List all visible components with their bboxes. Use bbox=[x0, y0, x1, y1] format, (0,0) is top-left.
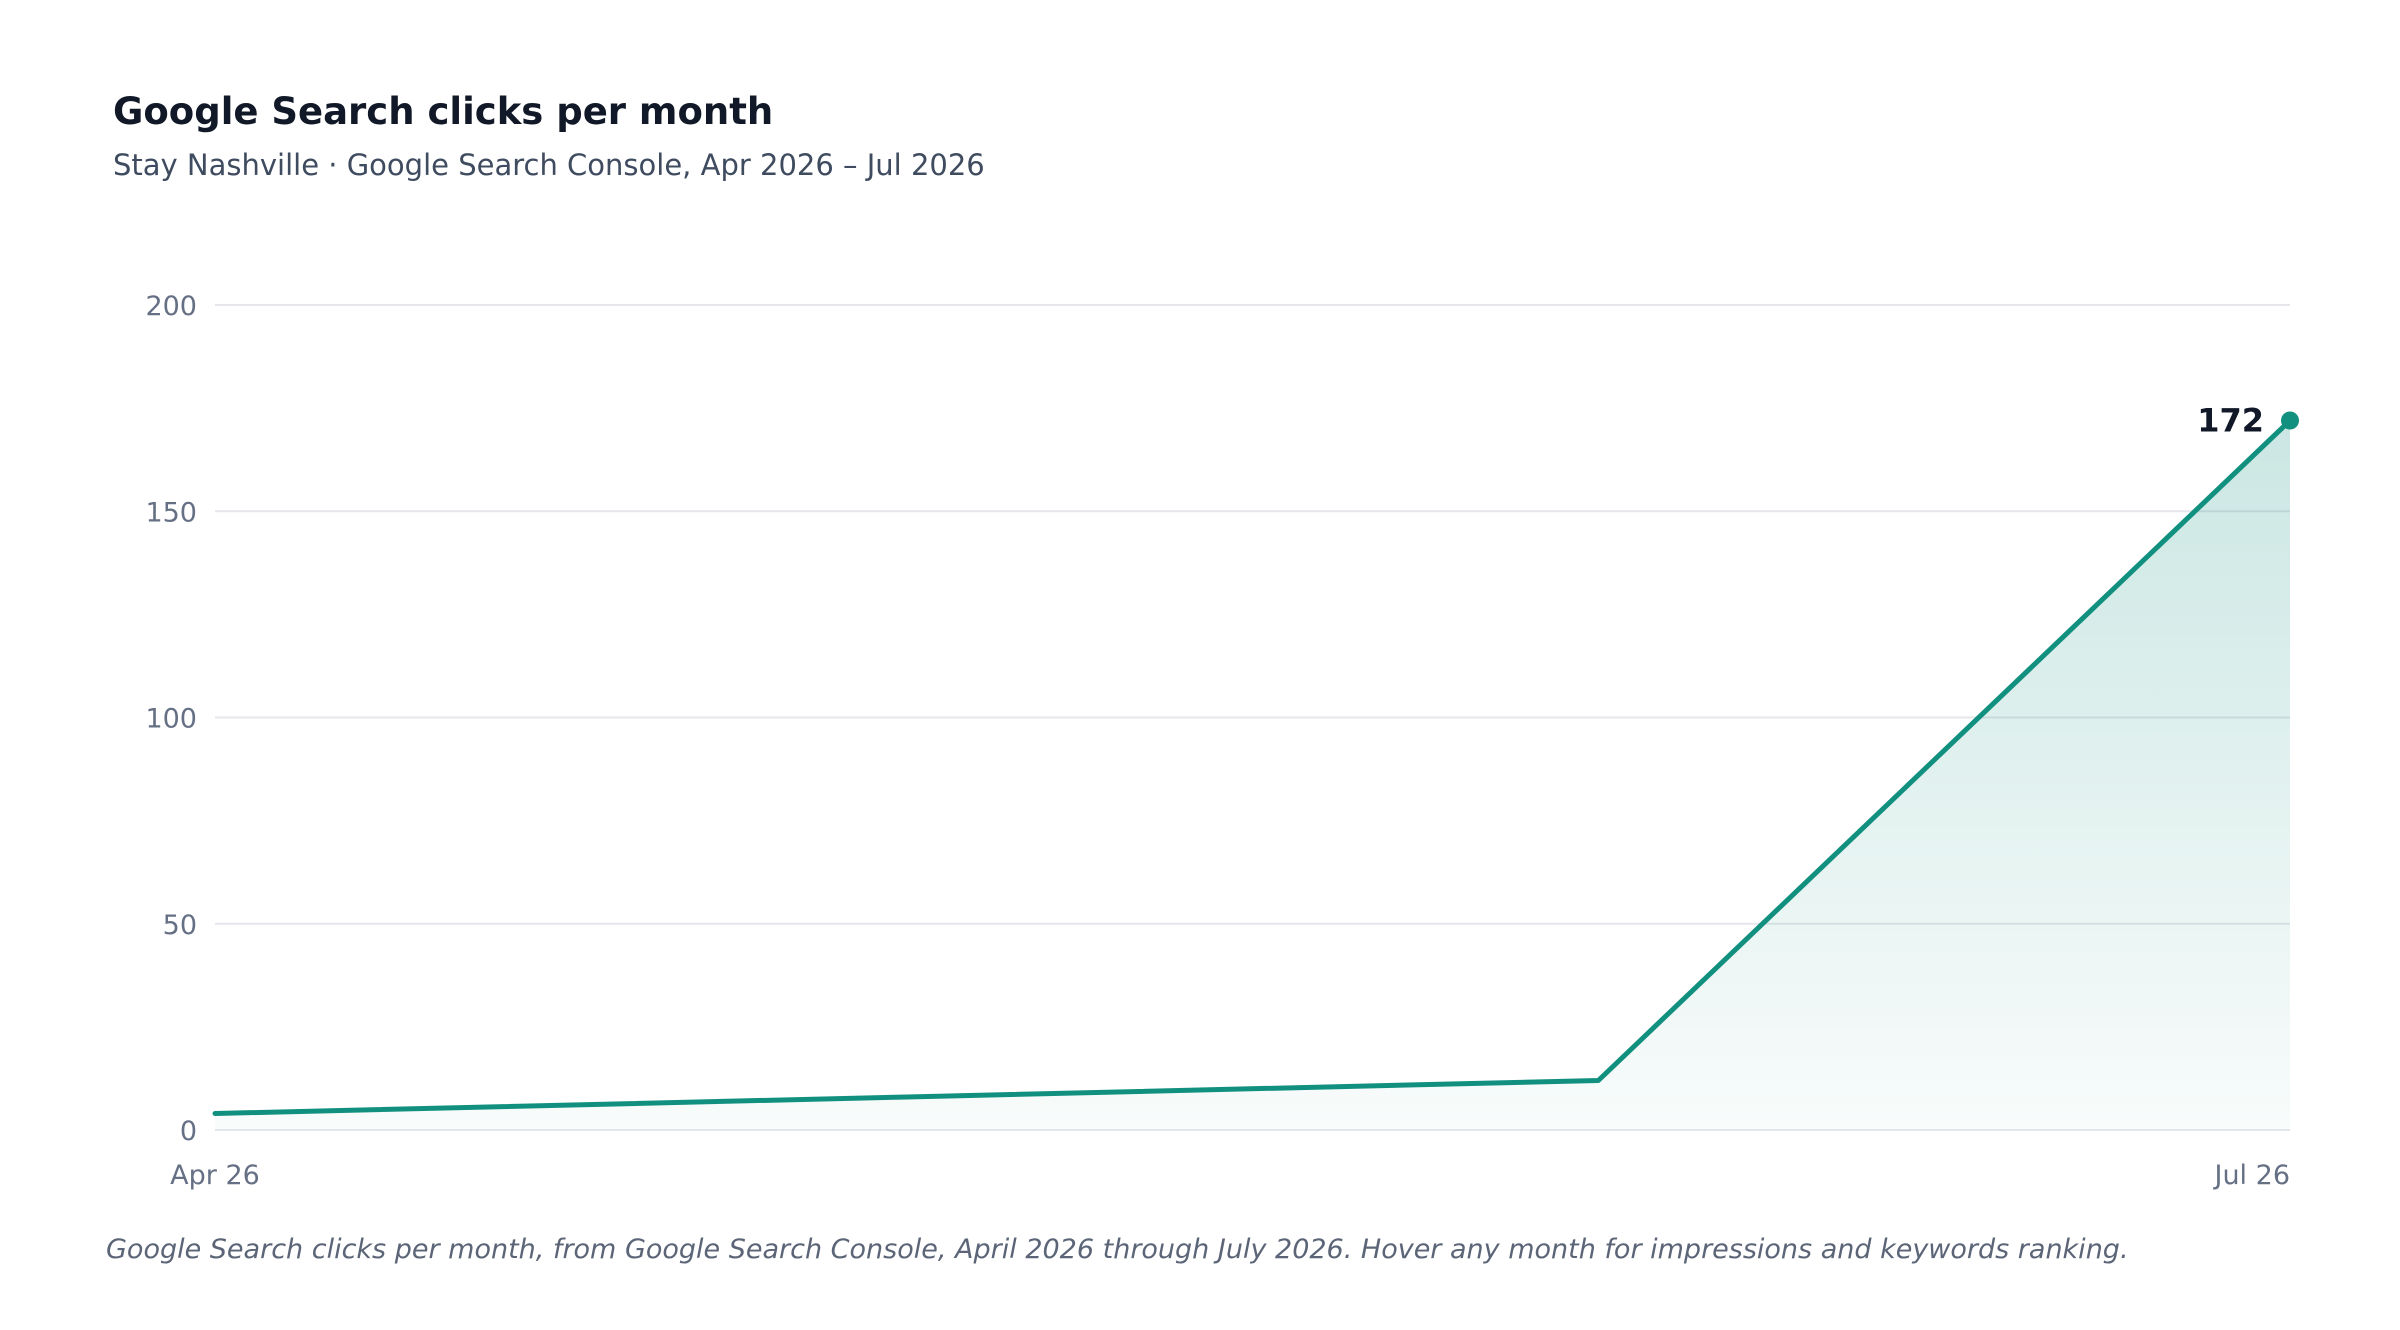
data-labels: 172 bbox=[2197, 402, 2264, 440]
y-axis-ticks: 0 50 100 150 200 bbox=[145, 291, 197, 1147]
x-tick-label: Apr 26 bbox=[170, 1160, 260, 1191]
chart-caption: Google Search clicks per month, from Goo… bbox=[106, 1234, 2129, 1265]
clicks-line bbox=[212, 418, 2293, 1116]
y-tick-label: 200 bbox=[145, 291, 197, 322]
y-tick-label: 0 bbox=[180, 1116, 197, 1147]
x-tick-label: Jul 26 bbox=[2212, 1160, 2290, 1191]
y-tick-label: 100 bbox=[145, 704, 197, 735]
data-point bbox=[2281, 411, 2299, 430]
y-tick-label: 150 bbox=[145, 497, 197, 528]
y-tick-label: 50 bbox=[163, 910, 197, 941]
data-label: 172 bbox=[2197, 402, 2264, 440]
chart-subtitle: Stay Nashville · Google Search Console, … bbox=[113, 148, 985, 182]
clicks-area bbox=[215, 420, 2290, 1130]
data-points bbox=[2281, 411, 2299, 430]
chart-title: Google Search clicks per month bbox=[113, 90, 774, 133]
x-axis-ticks: Apr 26 Jul 26 bbox=[170, 1160, 2290, 1191]
